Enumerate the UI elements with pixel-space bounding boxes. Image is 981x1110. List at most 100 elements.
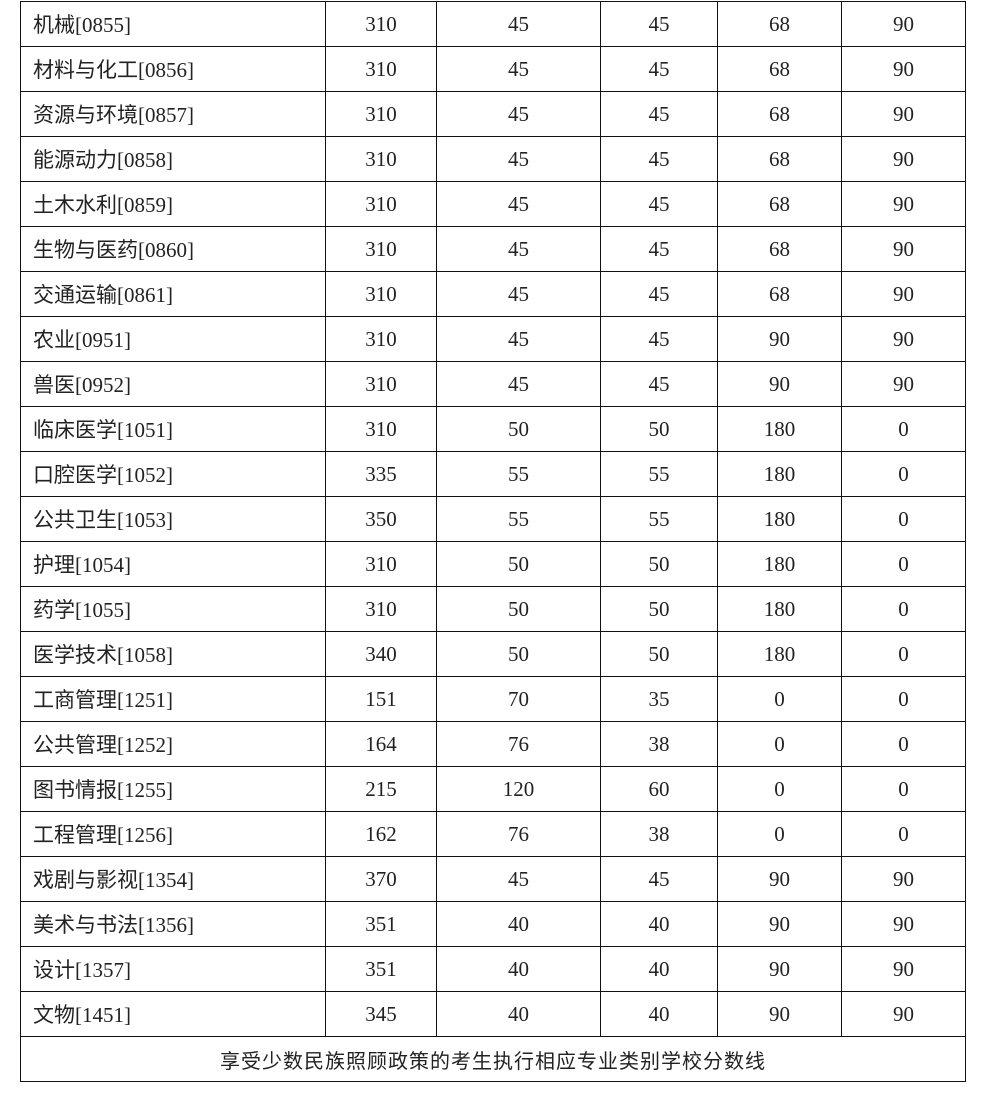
score-cell: 45 <box>436 316 601 362</box>
score-cell: 335 <box>325 451 437 497</box>
table-row: 能源动力[0858] 310 45 45 68 90 <box>20 136 966 182</box>
score-cell: 0 <box>841 811 966 857</box>
major-name-cell: 美术与书法[1356] <box>20 901 326 947</box>
major-name-cell: 公共卫生[1053] <box>20 496 326 542</box>
score-cell: 35 <box>600 676 718 722</box>
score-cell: 350 <box>325 496 437 542</box>
score-cell: 68 <box>717 181 842 227</box>
score-cell: 68 <box>717 1 842 47</box>
footer-row: 享受少数民族照顾政策的考生执行相应专业类别学校分数线 <box>20 1036 966 1082</box>
major-name-cell: 临床医学[1051] <box>20 406 326 452</box>
score-cell: 50 <box>600 406 718 452</box>
score-cell: 0 <box>841 676 966 722</box>
score-cell: 40 <box>436 946 601 992</box>
score-cell: 310 <box>325 226 437 272</box>
score-cell: 90 <box>841 1 966 47</box>
score-cell: 90 <box>841 181 966 227</box>
major-name-cell: 能源动力[0858] <box>20 136 326 182</box>
score-cell: 50 <box>436 586 601 632</box>
score-cell: 180 <box>717 586 842 632</box>
score-cell: 45 <box>436 91 601 137</box>
score-cell: 45 <box>436 1 601 47</box>
table-row: 机械[0855] 310 45 45 68 90 <box>20 1 966 47</box>
score-cell: 180 <box>717 631 842 677</box>
score-cell: 50 <box>600 541 718 587</box>
major-name-cell: 交通运输[0861] <box>20 271 326 317</box>
score-cell: 0 <box>717 721 842 767</box>
score-cell: 90 <box>841 901 966 947</box>
score-cell: 50 <box>436 406 601 452</box>
score-cell: 370 <box>325 856 437 902</box>
major-name-cell: 图书情报[1255] <box>20 766 326 812</box>
score-cell: 345 <box>325 991 437 1037</box>
score-cell: 50 <box>436 541 601 587</box>
score-cell: 90 <box>841 91 966 137</box>
score-cell: 0 <box>841 451 966 497</box>
table-row: 公共管理[1252] 164 76 38 0 0 <box>20 721 966 767</box>
score-cell: 0 <box>841 631 966 677</box>
score-cell: 45 <box>436 181 601 227</box>
score-cell: 310 <box>325 406 437 452</box>
score-cell: 68 <box>717 136 842 182</box>
score-cell: 38 <box>600 811 718 857</box>
score-cell: 68 <box>717 271 842 317</box>
score-cell: 68 <box>717 91 842 137</box>
table-row: 戏剧与影视[1354] 370 45 45 90 90 <box>20 856 966 902</box>
score-cell: 55 <box>600 451 718 497</box>
score-cell: 0 <box>717 811 842 857</box>
score-cell: 45 <box>600 91 718 137</box>
score-cell: 45 <box>600 46 718 92</box>
score-cell: 45 <box>436 46 601 92</box>
score-cell: 45 <box>600 271 718 317</box>
table-row: 图书情报[1255] 215 120 60 0 0 <box>20 766 966 812</box>
score-cell: 0 <box>841 541 966 587</box>
score-cell: 45 <box>600 226 718 272</box>
score-cell: 351 <box>325 946 437 992</box>
table-row: 临床医学[1051] 310 50 50 180 0 <box>20 406 966 452</box>
major-name-cell: 文物[1451] <box>20 991 326 1037</box>
score-cell: 40 <box>600 901 718 947</box>
score-cell: 90 <box>841 136 966 182</box>
score-cell: 0 <box>717 676 842 722</box>
score-cell: 45 <box>436 136 601 182</box>
score-cell: 40 <box>436 991 601 1037</box>
major-name-cell: 护理[1054] <box>20 541 326 587</box>
table-row: 护理[1054] 310 50 50 180 0 <box>20 541 966 587</box>
table-row: 设计[1357] 351 40 40 90 90 <box>20 946 966 992</box>
score-cell: 0 <box>841 406 966 452</box>
major-name-cell: 土木水利[0859] <box>20 181 326 227</box>
table-row: 土木水利[0859] 310 45 45 68 90 <box>20 181 966 227</box>
score-cell: 340 <box>325 631 437 677</box>
major-name-cell: 工商管理[1251] <box>20 676 326 722</box>
score-cell: 45 <box>600 361 718 407</box>
score-cell: 45 <box>600 316 718 362</box>
major-name-cell: 农业[0951] <box>20 316 326 362</box>
table-row: 美术与书法[1356] 351 40 40 90 90 <box>20 901 966 947</box>
score-cell: 68 <box>717 226 842 272</box>
table-row: 兽医[0952] 310 45 45 90 90 <box>20 361 966 407</box>
score-cell: 151 <box>325 676 437 722</box>
major-name-cell: 兽医[0952] <box>20 361 326 407</box>
score-cell: 50 <box>600 586 718 632</box>
score-cell: 55 <box>436 451 601 497</box>
score-cell: 45 <box>436 856 601 902</box>
score-cell: 90 <box>717 946 842 992</box>
score-cell: 45 <box>600 1 718 47</box>
table-row: 资源与环境[0857] 310 45 45 68 90 <box>20 91 966 137</box>
major-name-cell: 口腔医学[1052] <box>20 451 326 497</box>
score-cell: 351 <box>325 901 437 947</box>
score-cell: 68 <box>717 46 842 92</box>
score-cell: 120 <box>436 766 601 812</box>
score-cell: 45 <box>600 856 718 902</box>
major-name-cell: 资源与环境[0857] <box>20 91 326 137</box>
score-cell: 90 <box>841 271 966 317</box>
score-cell: 180 <box>717 406 842 452</box>
score-cell: 180 <box>717 496 842 542</box>
score-cell: 0 <box>841 586 966 632</box>
score-cell: 45 <box>600 181 718 227</box>
score-cell: 45 <box>436 226 601 272</box>
score-cell: 90 <box>841 316 966 362</box>
major-name-cell: 材料与化工[0856] <box>20 46 326 92</box>
score-cell: 310 <box>325 316 437 362</box>
score-cell: 40 <box>600 946 718 992</box>
